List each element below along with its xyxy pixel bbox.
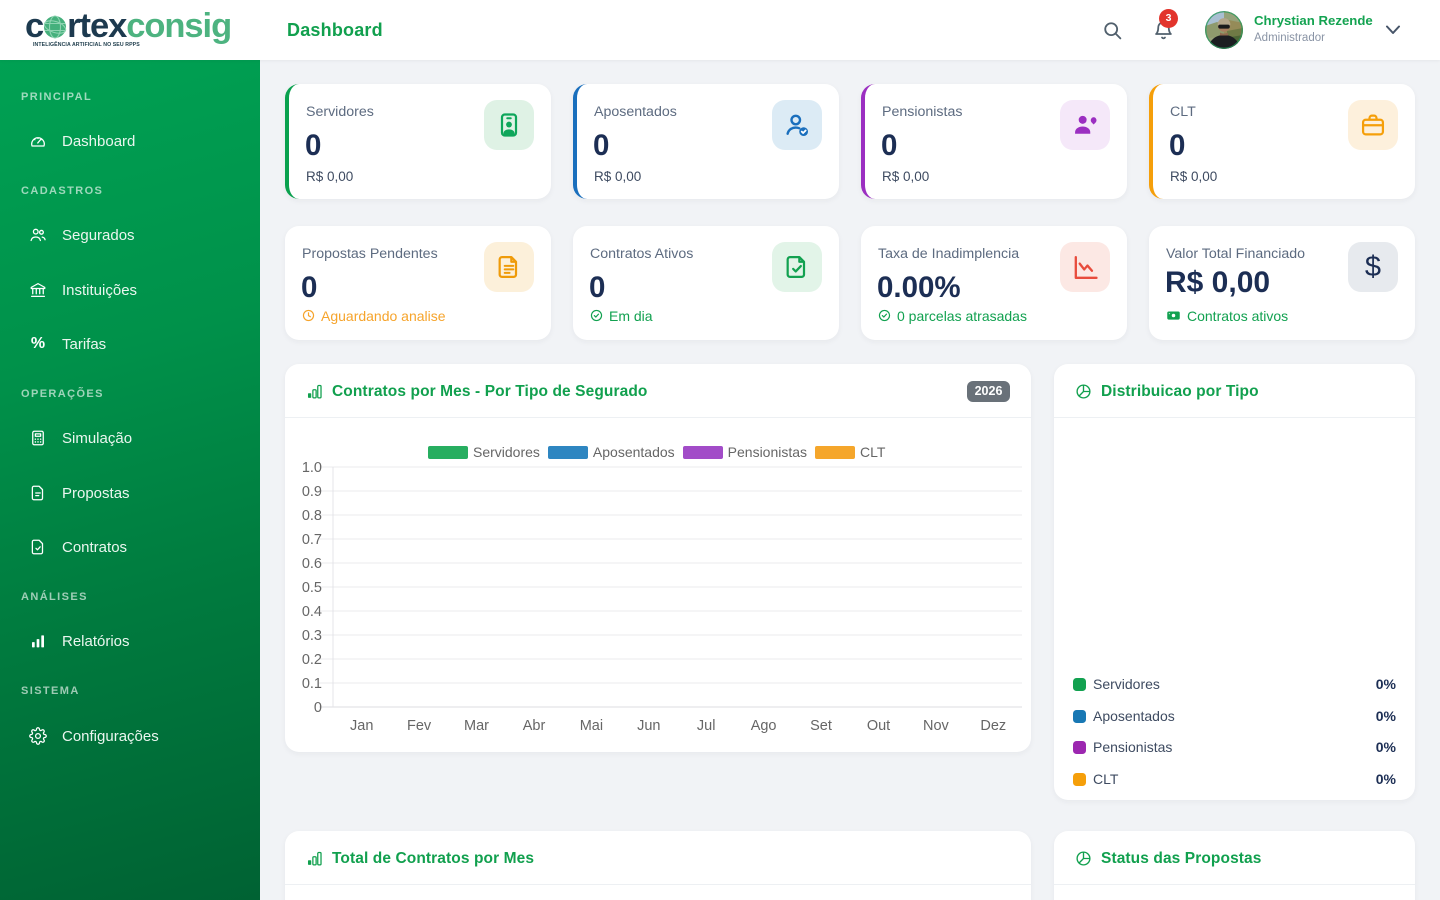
svg-text:0.5: 0.5 — [302, 580, 322, 596]
svg-text:Ago: Ago — [751, 718, 777, 734]
svg-text:Set: Set — [810, 718, 832, 734]
svg-text:0.6: 0.6 — [302, 556, 322, 572]
svg-text:0.7: 0.7 — [302, 532, 322, 548]
svg-text:0.4: 0.4 — [302, 604, 322, 620]
svg-text:Out: Out — [867, 718, 890, 734]
svg-text:Mai: Mai — [580, 718, 603, 734]
svg-text:0: 0 — [314, 700, 322, 716]
svg-text:Dez: Dez — [980, 718, 1006, 734]
svg-text:Mar: Mar — [464, 718, 489, 734]
svg-text:0.3: 0.3 — [302, 628, 322, 644]
svg-text:0.2: 0.2 — [302, 652, 322, 668]
svg-text:0.8: 0.8 — [302, 508, 322, 524]
svg-text:0.1: 0.1 — [302, 676, 322, 692]
svg-text:0.9: 0.9 — [302, 484, 322, 500]
svg-text:Jun: Jun — [637, 718, 660, 734]
svg-text:Abr: Abr — [523, 718, 546, 734]
svg-text:Jan: Jan — [350, 718, 373, 734]
svg-text:Jul: Jul — [697, 718, 716, 734]
svg-text:Fev: Fev — [407, 718, 432, 734]
svg-text:1.0: 1.0 — [302, 460, 322, 476]
svg-text:Nov: Nov — [923, 718, 950, 734]
